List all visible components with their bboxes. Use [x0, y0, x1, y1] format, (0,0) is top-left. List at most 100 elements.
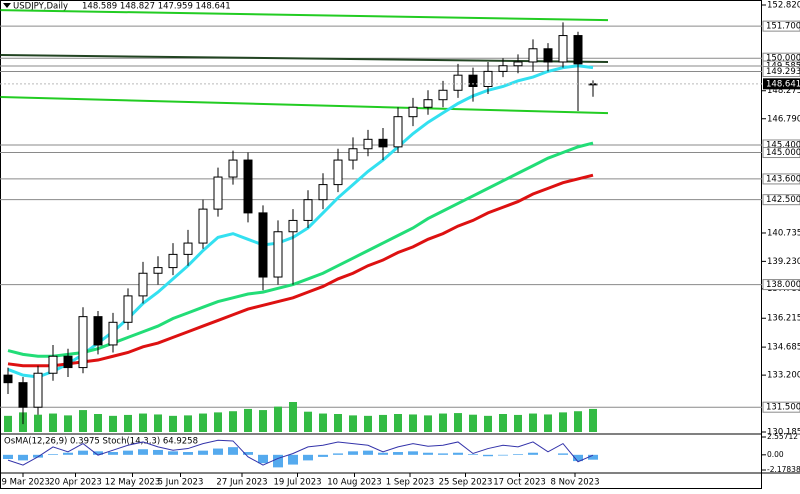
osma-bar: [48, 454, 58, 455]
y-tick-label: 136.215: [767, 314, 800, 324]
volume-bar: [124, 414, 132, 432]
level-label-box: [762, 20, 800, 32]
osma-bar: [153, 449, 163, 455]
candle-body: [48, 355, 58, 374]
volume-bar: [184, 415, 192, 432]
ohlc-header: 148.589 148.827 147.959 148.641: [82, 2, 231, 12]
osma-bar: [63, 452, 73, 455]
osma-bar: [18, 454, 28, 461]
candle-body: [573, 35, 583, 65]
candle-body: [63, 355, 73, 369]
level-label: 149.293: [766, 67, 800, 77]
candle-body: [318, 184, 328, 201]
candle-body: [363, 138, 373, 150]
volume-bar: [439, 413, 447, 432]
candle-body: [243, 159, 253, 214]
volume-bar: [469, 414, 477, 432]
y-tick-label: 152.820: [767, 1, 800, 11]
volume-bar: [559, 412, 567, 432]
volume-bar: [229, 411, 237, 432]
y-tick-label: 133.200: [767, 371, 800, 381]
volume-bar: [499, 414, 507, 432]
osma-bar: [378, 452, 388, 455]
level-label: 150.000: [766, 54, 800, 64]
volume-bar: [169, 415, 177, 432]
osma-bar: [258, 454, 268, 464]
osma-bar: [438, 453, 448, 455]
level-label-box: [762, 147, 800, 159]
volume-bar: [109, 415, 117, 432]
volume-bar: [34, 414, 42, 432]
candle-body: [258, 212, 268, 278]
trendline: [0, 9, 609, 22]
candle-body: [333, 159, 343, 186]
x-tick-label: 20 Apr 2023: [49, 478, 102, 488]
level-label: 151.700: [766, 22, 800, 32]
level-label-box: [762, 401, 800, 413]
volume-bar: [94, 414, 102, 432]
moving-average: [7, 141, 594, 358]
osma-bar: [498, 454, 508, 456]
volume-bar: [319, 413, 327, 432]
osma-bar: [3, 454, 13, 460]
osma-bar: [93, 451, 103, 455]
osma-bar: [108, 452, 118, 455]
candle-body: [483, 70, 493, 87]
osma-bar: [393, 452, 403, 455]
y-tick-label: 148.275: [767, 86, 800, 96]
level-label: 138.000: [766, 280, 800, 290]
osma-bar: [228, 447, 238, 455]
chart-title: USDJPY,Daily: [13, 2, 68, 12]
osma-bar: [213, 448, 223, 455]
x-tick-label: 5 Jun 2023: [158, 478, 204, 488]
indicator-title: OsMA(12,26,9) 0.3975 Stoch(14,3,3) 64.92…: [4, 437, 198, 447]
candle-body: [78, 316, 88, 369]
volume-bar: [394, 414, 402, 432]
x-tick-label: 27 Jun 2023: [216, 478, 267, 488]
osma-bar: [183, 452, 193, 455]
osma-tick-label: 2.55712: [767, 432, 798, 441]
candle-body: [123, 295, 133, 323]
candle-body: [168, 253, 178, 269]
osma-bar: [513, 454, 523, 455]
osma-bar: [138, 449, 148, 455]
osma-tick-label: -2.178388: [767, 465, 800, 474]
x-tick-label: 12 May 2023: [105, 478, 160, 488]
candle-body: [33, 372, 43, 408]
y-tick-label: 139.230: [767, 257, 800, 267]
volume-bar: [529, 413, 537, 432]
osma-bar: [423, 452, 433, 455]
volume-bar: [154, 414, 162, 432]
osma-bar: [558, 453, 568, 455]
osma-bar: [333, 453, 343, 455]
osma-bar: [288, 454, 298, 465]
volume-bar: [514, 414, 522, 432]
candle-body: [378, 138, 388, 148]
volume-bar: [139, 413, 147, 432]
volume-bar: [334, 414, 342, 432]
volume-bar: [574, 411, 582, 432]
candle-body: [558, 35, 568, 63]
volume-bar: [304, 411, 312, 432]
level-label: 131.500: [766, 403, 800, 413]
candle-body: [183, 242, 193, 255]
volume-bar: [409, 414, 417, 432]
candle-body: [213, 176, 223, 210]
candle-body: [93, 316, 103, 346]
x-tick-label: 17 Oct 2023: [493, 478, 546, 488]
osma-bar: [273, 454, 283, 468]
candle-body: [273, 231, 283, 278]
candle-body: [153, 267, 163, 274]
volume-bar: [289, 402, 297, 432]
level-label-box: [762, 173, 800, 185]
volume-bar: [589, 408, 597, 432]
volume-bar: [214, 412, 222, 432]
volume-bar: [349, 415, 357, 432]
candle-body: [108, 321, 118, 346]
trendline: [0, 96, 609, 115]
y-tick-label: 134.685: [767, 343, 800, 353]
candle-body: [453, 74, 463, 91]
y-tick-label: 146.790: [767, 114, 800, 124]
volume-bar: [454, 413, 462, 432]
